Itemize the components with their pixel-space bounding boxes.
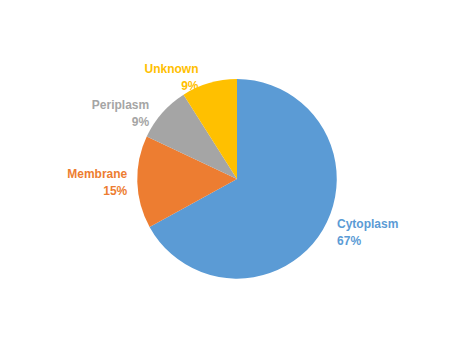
svg-text:9%: 9%: [132, 115, 150, 129]
svg-text:67%: 67%: [337, 234, 361, 248]
svg-text:9%: 9%: [181, 79, 199, 93]
svg-text:15%: 15%: [103, 184, 127, 198]
svg-text:Membrane: Membrane: [67, 167, 127, 181]
svg-text:Periplasm: Periplasm: [92, 98, 149, 112]
svg-text:Cytoplasm: Cytoplasm: [337, 217, 398, 231]
svg-text:Unknown: Unknown: [144, 62, 198, 76]
